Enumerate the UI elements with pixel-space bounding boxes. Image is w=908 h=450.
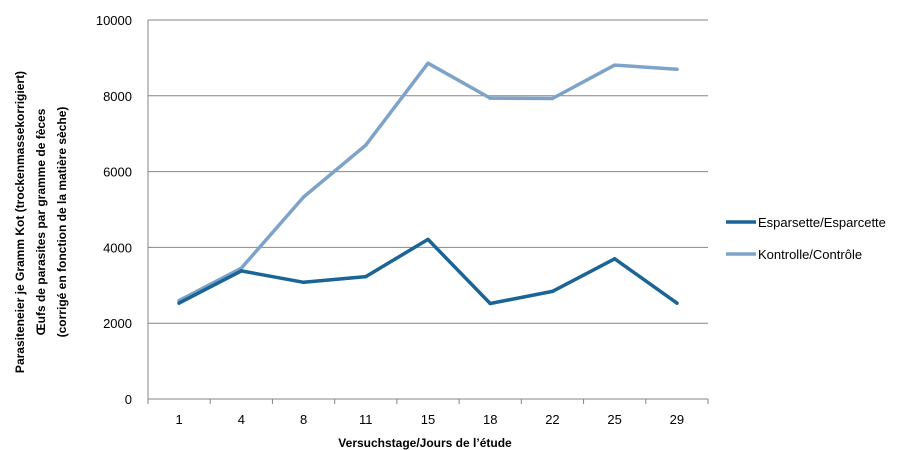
x-tick-label: 18	[483, 412, 497, 427]
data-point-esparsette	[301, 280, 306, 285]
data-point-esparsette	[426, 237, 430, 242]
data-point-kontrolle	[426, 61, 430, 65]
y-tick-label: 6000	[103, 165, 132, 180]
data-point-kontrolle	[239, 266, 244, 270]
legend-label-kontrolle: Kontrolle/Contrôle	[758, 247, 862, 262]
x-tick-label: 15	[421, 412, 435, 427]
x-tick-label: 22	[545, 412, 559, 427]
series-lines	[177, 61, 679, 306]
y-axis-title-line-3: (corrigé en fonction de la matière sèche…	[55, 107, 69, 338]
data-point-kontrolle	[364, 143, 368, 147]
x-tick-label: 25	[607, 412, 621, 427]
y-axis-title: Parasiteneier je Gramm Kot (trockenmasse…	[13, 71, 69, 373]
series-line-esparsette	[177, 237, 679, 306]
data-point-kontrolle	[550, 96, 555, 101]
y-axis-title-line-2: Œufs de parasites par gramme de fèces	[34, 108, 48, 335]
x-tick-label: 29	[670, 412, 684, 427]
x-tick-label: 11	[359, 412, 373, 427]
data-point-esparsette	[177, 301, 181, 305]
data-point-esparsette	[675, 301, 679, 305]
data-point-kontrolle	[488, 96, 492, 100]
data-point-esparsette	[550, 289, 555, 294]
data-point-esparsette	[239, 269, 244, 273]
data-point-esparsette	[612, 257, 617, 261]
y-tick-label: 4000	[103, 240, 132, 255]
legend-item-esparsette: Esparsette/Esparcette	[726, 215, 886, 230]
y-tick-label: 0	[125, 392, 132, 407]
axes	[147, 20, 709, 404]
data-point-esparsette	[364, 274, 368, 279]
data-point-kontrolle	[612, 63, 617, 67]
data-point-kontrolle	[301, 195, 306, 199]
legend-item-kontrolle: Kontrolle/Contrôle	[726, 247, 862, 262]
y-tick-label: 8000	[103, 89, 132, 104]
legend: Esparsette/Esparcette Kontrolle/Contrôle	[726, 215, 886, 262]
gridlines	[148, 19, 708, 324]
legend-label-esparsette: Esparsette/Esparcette	[758, 215, 886, 230]
x-tick-label: 1	[175, 412, 182, 427]
y-tick-label: 10000	[96, 13, 132, 28]
data-point-kontrolle	[675, 67, 679, 72]
x-tick-labels: 1 4 8 11 15 18 22 25 29	[175, 412, 684, 427]
x-axis-title: Versuchstage/Jours de l’étude	[338, 436, 512, 450]
x-tick-label: 4	[238, 412, 245, 427]
y-axis-title-line-1: Parasiteneier je Gramm Kot (trockenmasse…	[13, 71, 27, 373]
x-tick-label: 8	[300, 412, 307, 427]
y-tick-labels: 0 2000 4000 6000 8000 10000	[96, 13, 132, 407]
y-tick-label: 2000	[103, 316, 132, 331]
data-point-esparsette	[488, 301, 492, 306]
